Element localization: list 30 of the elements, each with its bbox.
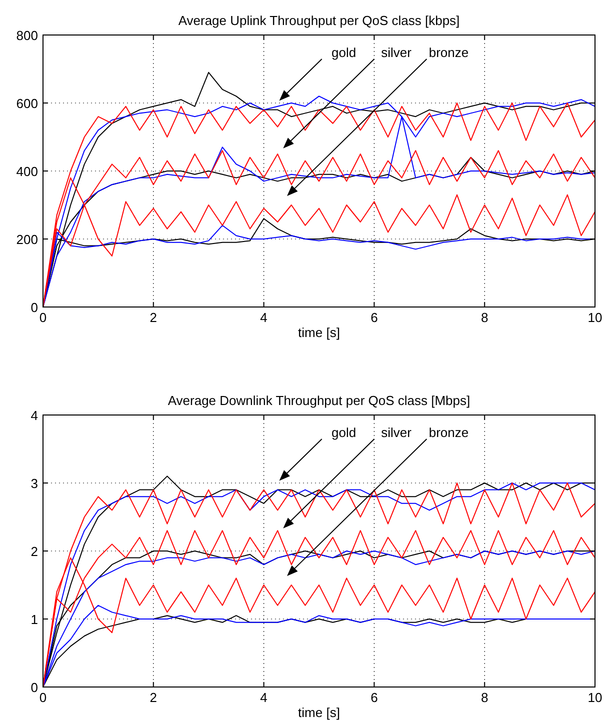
x-tick-label: 2 bbox=[150, 310, 158, 325]
y-tick-label: 2 bbox=[30, 544, 38, 559]
y-tick-label: 3 bbox=[30, 476, 38, 491]
annotation: silver bbox=[381, 45, 412, 60]
annotation: bronze bbox=[428, 425, 469, 440]
annotation: bronze bbox=[428, 45, 469, 60]
annotation: silver bbox=[381, 425, 412, 440]
x-tick-label: 6 bbox=[370, 310, 378, 325]
x-tick-label: 8 bbox=[480, 690, 488, 705]
y-tick-label: 600 bbox=[16, 96, 38, 111]
x-tick-label: 10 bbox=[588, 310, 602, 325]
y-tick-label: 4 bbox=[30, 408, 38, 423]
annotation: gold bbox=[332, 45, 356, 60]
y-tick-label: 400 bbox=[16, 164, 38, 179]
y-tick-label: 0 bbox=[30, 680, 38, 695]
y-tick-label: 800 bbox=[16, 28, 38, 43]
x-axis-title: time [s] bbox=[298, 705, 340, 720]
x-tick-label: 2 bbox=[150, 690, 158, 705]
y-tick-label: 1 bbox=[30, 612, 38, 627]
annotation: gold bbox=[332, 425, 356, 440]
chart-title: Average Downlink Throughput per QoS class [Mbps] bbox=[168, 393, 470, 408]
chart-title: Average Uplink Throughput per QoS class [kbps] bbox=[178, 13, 460, 28]
x-tick-label: 10 bbox=[588, 690, 602, 705]
x-tick-label: 4 bbox=[260, 690, 268, 705]
y-tick-label: 200 bbox=[16, 232, 38, 247]
x-tick-label: 8 bbox=[480, 310, 488, 325]
x-axis-title: time [s] bbox=[298, 325, 340, 340]
x-tick-label: 4 bbox=[260, 310, 268, 325]
x-tick-label: 6 bbox=[370, 690, 378, 705]
y-tick-label: 0 bbox=[30, 300, 38, 315]
